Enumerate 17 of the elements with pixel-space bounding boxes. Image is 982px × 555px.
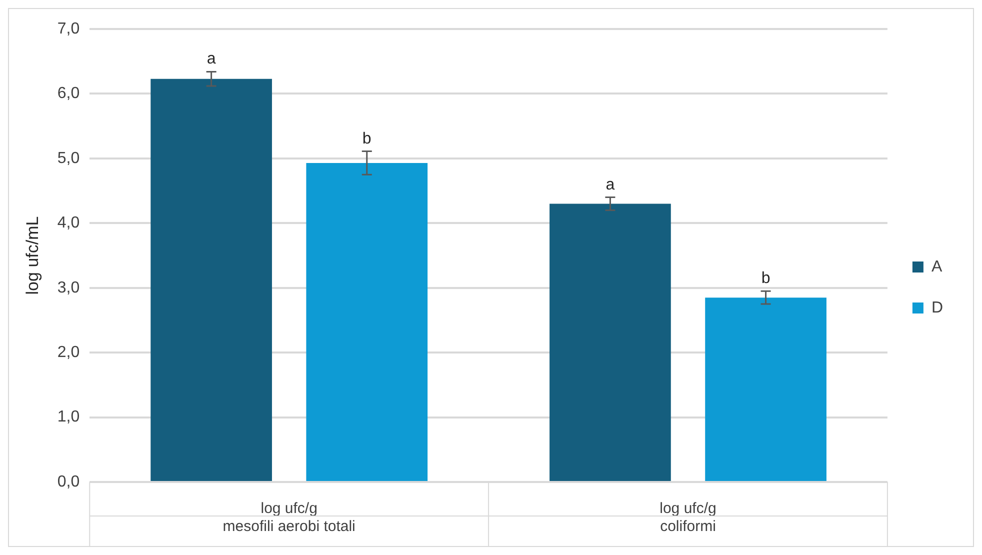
legend-label: D [931,299,944,316]
x-tick-label: log ufc/g coliformi [660,500,716,536]
y-axis-title: log ufc/mL [22,216,42,295]
annotation: a [606,176,615,194]
y-tick-label: 2,0 [57,344,80,361]
y-tick-label: 1,0 [57,408,80,426]
annotation: a [206,50,216,68]
y-tick-label: 3,0 [57,279,80,296]
y-tick-label: 0,0 [57,473,80,490]
y-tick-label: 7,0 [57,20,80,38]
y-tick-label: 5,0 [57,150,80,167]
legend-label: A [931,258,942,276]
y-tick-label: 4,0 [57,214,80,232]
annotation: b [761,270,770,288]
x-tick-label: log ufc/g mesofili aerobi totali [222,500,356,536]
y-tick-label: 6,0 [57,85,80,102]
annotation: b [362,130,372,148]
